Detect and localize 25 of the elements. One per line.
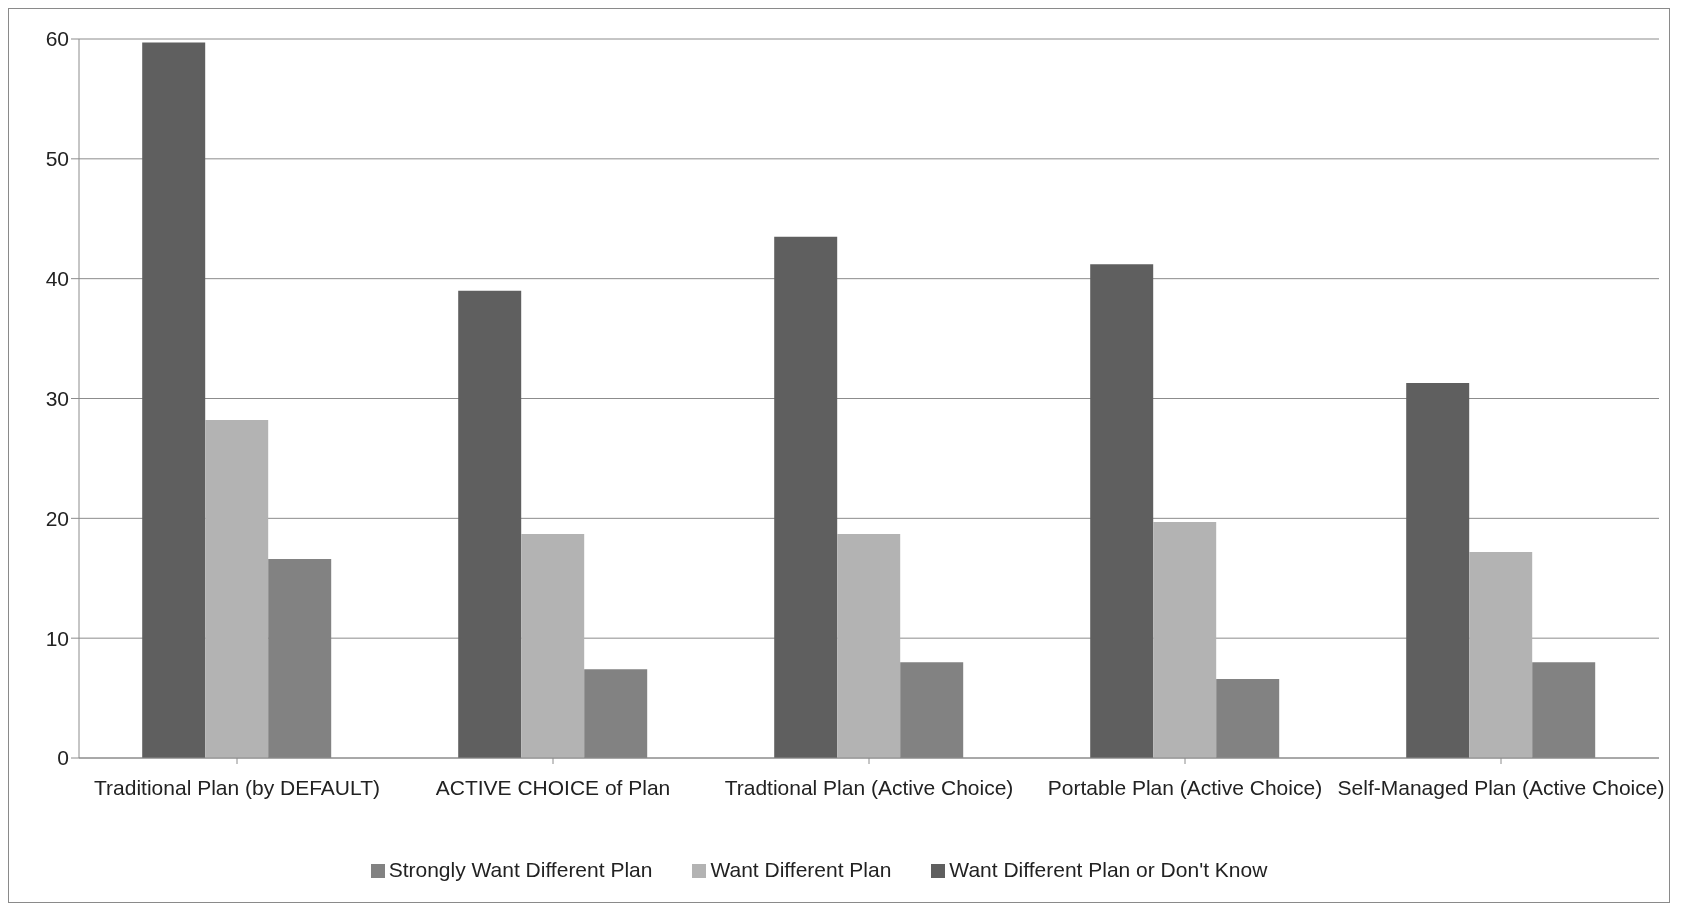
x-tick-label: Self-Managed Plan (Active Choice): [1337, 775, 1665, 799]
legend-label: Want Different Plan or Don't Know: [949, 858, 1268, 881]
bar: [521, 533, 585, 758]
bar: [1406, 382, 1470, 758]
legend-label: Strongly Want Different Plan: [388, 858, 653, 881]
bar: [458, 290, 522, 758]
y-tick-label: 0: [57, 746, 69, 770]
y-tick-label: 30: [45, 386, 69, 410]
y-tick-label: 20: [45, 506, 69, 530]
bar: [205, 420, 269, 758]
x-tick-label: ACTIVE CHOICE of Plan: [435, 775, 671, 799]
bar: [1090, 264, 1154, 758]
bar: [1153, 521, 1217, 758]
bar: [774, 236, 838, 758]
y-tick-label: 60: [45, 27, 69, 51]
y-tick-label: 40: [45, 267, 69, 291]
x-tick-label: Portable Plan (Active Choice): [1047, 775, 1323, 799]
y-tick-label: 10: [45, 626, 69, 650]
bar: [1469, 551, 1533, 758]
bar: [142, 42, 206, 758]
legend-label: Want Different Plan: [710, 858, 892, 881]
bar: [837, 533, 901, 758]
x-tick-label: Traditional Plan (by DEFAULT): [94, 775, 380, 799]
x-tick-label: Tradtional Plan (Active Choice): [724, 775, 1014, 799]
y-tick-label: 50: [45, 147, 69, 171]
